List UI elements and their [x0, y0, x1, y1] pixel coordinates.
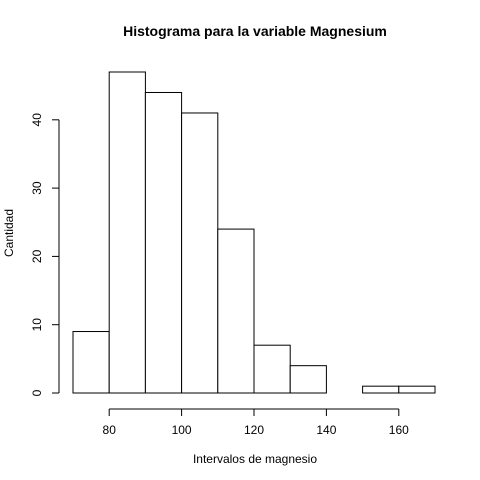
y-axis-label: Cantidad [2, 209, 16, 257]
y-tick-label: 20 [30, 249, 44, 263]
histogram-bar-9 [398, 385, 436, 394]
histogram-bar-6 [289, 365, 327, 394]
y-tick-label: 10 [30, 318, 44, 332]
y-axis: 0 10 20 30 40 [30, 113, 60, 396]
histogram-bar-3 [181, 112, 219, 394]
x-tick-label: 160 [389, 423, 409, 437]
histogram-bar-5 [253, 344, 291, 394]
x-axis: 80 100 120 140 160 [103, 408, 409, 437]
histogram-bar-0 [72, 331, 110, 394]
x-tick-label: 100 [172, 423, 192, 437]
y-tick-label: 0 [30, 389, 44, 396]
histogram-bar-1 [108, 71, 146, 394]
histogram-bar-4 [217, 228, 255, 394]
x-tick-label: 140 [316, 423, 336, 437]
histogram-bar-2 [144, 91, 183, 394]
chart-title: Histograma para la variable Magnesium [123, 23, 387, 39]
histogram-bar-8 [362, 385, 400, 394]
x-axis-label: Intervalos de magnesio [193, 452, 317, 466]
x-tick-label: 80 [103, 423, 117, 437]
x-tick-label: 120 [244, 423, 264, 437]
bars-group [72, 71, 436, 394]
y-tick-label: 30 [30, 181, 44, 195]
y-tick-label: 40 [30, 113, 44, 127]
